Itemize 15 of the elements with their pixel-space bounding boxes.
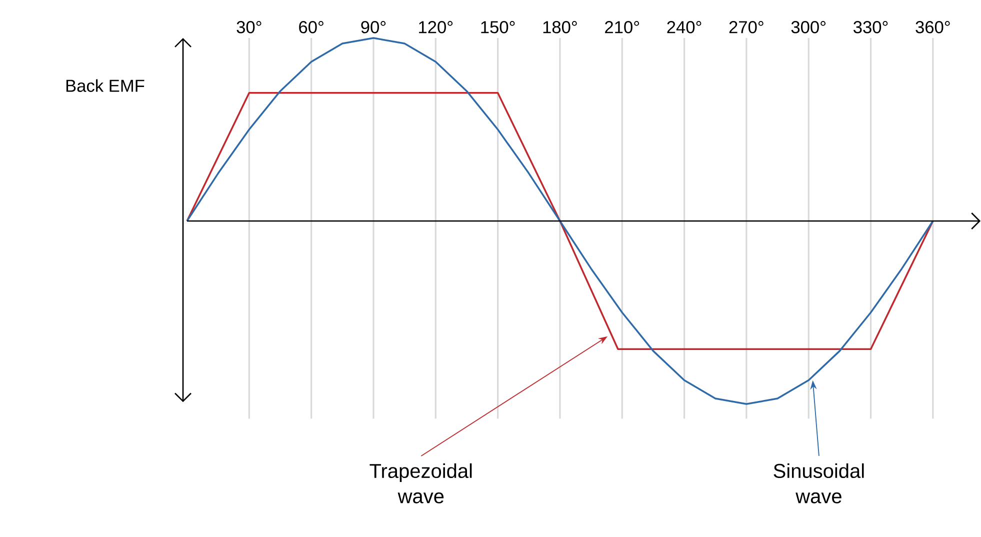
x-tick-label: 180° xyxy=(543,21,577,34)
x-tick-label: 300° xyxy=(791,21,826,34)
x-tick-label: 90° xyxy=(361,21,386,34)
annotation: Trapezoidal wave xyxy=(370,463,472,504)
y-axis-title: Back EMF xyxy=(66,79,144,92)
x-tick-label: 360° xyxy=(916,21,950,34)
annotation: Sinusoidal wave xyxy=(774,463,864,504)
x-tick-label: 150° xyxy=(481,21,515,34)
x-tick-label: 60° xyxy=(299,21,324,34)
x-tick-label: 210° xyxy=(605,21,640,34)
x-tick-label: 30° xyxy=(236,21,262,34)
x-tick-label: 330° xyxy=(854,21,888,34)
x-tick-label: 120° xyxy=(419,21,453,34)
x-tick-label: 270° xyxy=(729,21,764,34)
x-tick-label: 240° xyxy=(667,21,702,34)
